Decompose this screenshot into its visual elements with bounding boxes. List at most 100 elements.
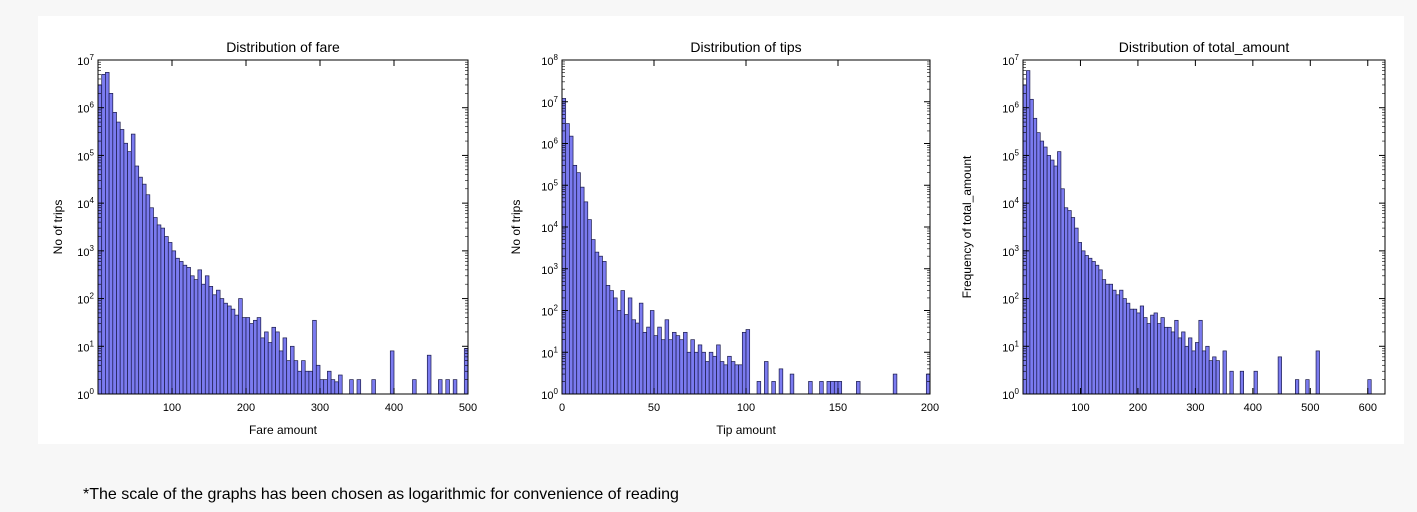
x-tick-label: 400	[1244, 402, 1262, 414]
bar	[730, 361, 736, 395]
y-tick-label: 107	[1002, 53, 1019, 68]
bar	[1046, 155, 1051, 395]
x-axis-label: Tip amount	[716, 423, 776, 437]
bar	[705, 361, 710, 395]
bar	[319, 379, 325, 395]
bar	[1132, 308, 1138, 395]
bar	[227, 305, 232, 395]
bar	[741, 331, 747, 395]
y-tick-label: 100	[77, 387, 94, 402]
bar	[686, 351, 692, 395]
bar	[778, 368, 784, 395]
bar	[694, 351, 699, 395]
chart-fare-distribution: Distribution of fare 100 101 102 103 104 105 10…	[51, 39, 477, 437]
bar	[216, 289, 221, 395]
bar	[312, 319, 317, 395]
chart-title: Distribution of total_amount	[1119, 39, 1290, 55]
bar	[602, 261, 607, 395]
y-tick-label: 104	[1002, 196, 1019, 211]
bar	[1239, 370, 1244, 395]
bar	[690, 339, 695, 395]
bar	[349, 379, 354, 395]
bar	[1032, 117, 1038, 395]
bar	[1053, 165, 1058, 395]
bar	[1146, 323, 1151, 395]
bar	[230, 308, 236, 395]
bar	[1174, 319, 1179, 395]
bar	[160, 227, 165, 395]
bar	[1108, 283, 1113, 395]
x-tick-label: 150	[829, 402, 847, 414]
bar	[605, 285, 611, 395]
bar	[293, 360, 299, 395]
bar	[256, 317, 262, 395]
bar	[576, 172, 581, 395]
bar	[1181, 331, 1186, 395]
bar	[301, 360, 306, 395]
bar	[830, 381, 835, 395]
bar	[892, 373, 898, 395]
bar	[1212, 356, 1217, 395]
bar	[142, 183, 147, 395]
bar	[182, 264, 188, 395]
bar	[282, 337, 288, 395]
bar	[925, 373, 931, 395]
bar	[1074, 227, 1079, 395]
y-tick-label: 101	[541, 345, 558, 360]
bar	[1157, 323, 1162, 395]
bar	[1305, 379, 1310, 395]
bar	[1253, 370, 1258, 395]
bar	[561, 98, 567, 395]
bar	[1367, 379, 1372, 395]
footnote: *The scale of the graphs has been chosen…	[83, 486, 679, 503]
bar	[701, 351, 706, 395]
y-axis-label: No of trips	[509, 200, 523, 255]
bar	[164, 236, 169, 395]
bar	[661, 339, 666, 395]
y-axis-label: Frequency of total_amount	[960, 155, 974, 298]
bar	[620, 290, 625, 395]
bar	[1070, 217, 1076, 395]
bar	[1229, 370, 1234, 395]
bar	[334, 381, 339, 395]
bar	[591, 239, 596, 395]
bar	[1026, 70, 1031, 395]
x-tick-label: 100	[1071, 402, 1089, 414]
bar	[234, 314, 239, 395]
y-tick-label: 106	[77, 101, 94, 116]
bar	[452, 379, 458, 395]
bar	[241, 317, 247, 395]
y-axis-label: No of trips	[51, 200, 65, 255]
x-tick-label: 200	[1129, 402, 1147, 414]
bar	[569, 135, 574, 395]
bar	[1112, 289, 1117, 395]
bar	[108, 93, 114, 395]
x-tick-label: 600	[1359, 402, 1377, 414]
bar	[1098, 269, 1103, 395]
bar	[719, 361, 725, 395]
bar	[1022, 84, 1027, 395]
bar	[175, 257, 180, 395]
bar	[856, 381, 861, 395]
bar	[1215, 360, 1220, 395]
y-tick-label: 104	[77, 196, 94, 211]
y-tick-label: 105	[77, 148, 94, 163]
bar	[438, 379, 443, 395]
chart-tips-distribution: Distribution of tips 100 101 102 103 104 105 10…	[509, 39, 939, 437]
bar	[1122, 298, 1127, 395]
bar	[315, 364, 321, 395]
bar	[1188, 337, 1193, 395]
bar	[789, 373, 795, 395]
y-tick-label: 102	[541, 304, 558, 319]
bar	[598, 255, 603, 395]
bar	[327, 370, 332, 395]
y-tick-label: 107	[541, 95, 558, 110]
bar	[664, 319, 670, 395]
bar	[304, 370, 310, 395]
y-tick-label: 100	[541, 387, 558, 402]
x-tick-label: 100	[163, 402, 181, 414]
bar	[201, 283, 206, 395]
bar	[1295, 379, 1300, 395]
bar	[127, 151, 132, 395]
bar	[1153, 312, 1158, 395]
